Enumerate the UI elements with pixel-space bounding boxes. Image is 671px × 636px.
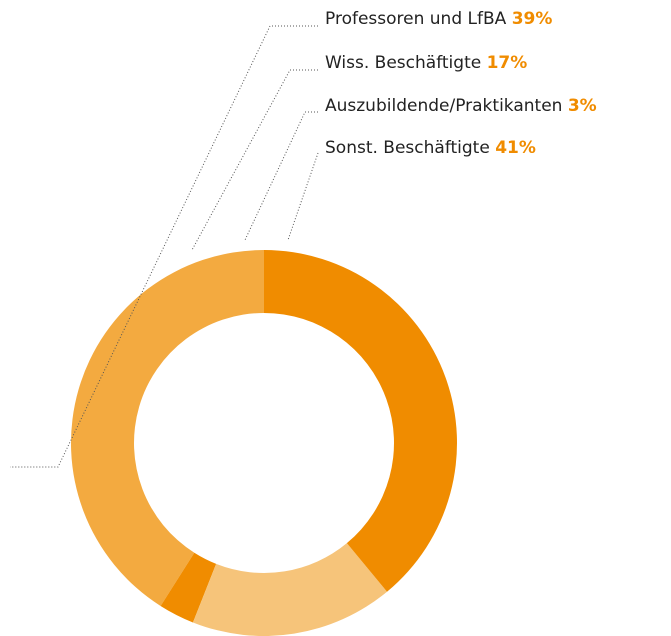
leader-line: [191, 69, 318, 251]
category-name: Auszubildende/Praktikanten: [325, 96, 562, 116]
slice-label: Professoren und LfBA 39%: [325, 9, 552, 29]
value-label: 3%: [568, 96, 597, 116]
value-label: 41%: [495, 138, 536, 158]
value-label: 39%: [512, 9, 553, 29]
donut-slice: [264, 250, 457, 592]
slice-label: Sonst. Beschäftigte 41%: [325, 138, 536, 158]
slice-label: Auszubildende/Praktikanten 3%: [325, 96, 597, 116]
donut-slice: [71, 250, 264, 606]
category-name: Wiss. Beschäftigte: [325, 53, 481, 73]
slice-label: Wiss. Beschäftigte 17%: [325, 53, 527, 73]
category-name: Sonst. Beschäftigte: [325, 138, 490, 158]
value-label: 17%: [487, 53, 528, 73]
leader-line: [287, 152, 319, 241]
donut-slice: [160, 552, 217, 623]
category-name: Professoren und LfBA: [325, 9, 507, 29]
leader-line: [10, 25, 318, 468]
leader-line: [244, 111, 318, 241]
donut-slice: [192, 543, 388, 636]
